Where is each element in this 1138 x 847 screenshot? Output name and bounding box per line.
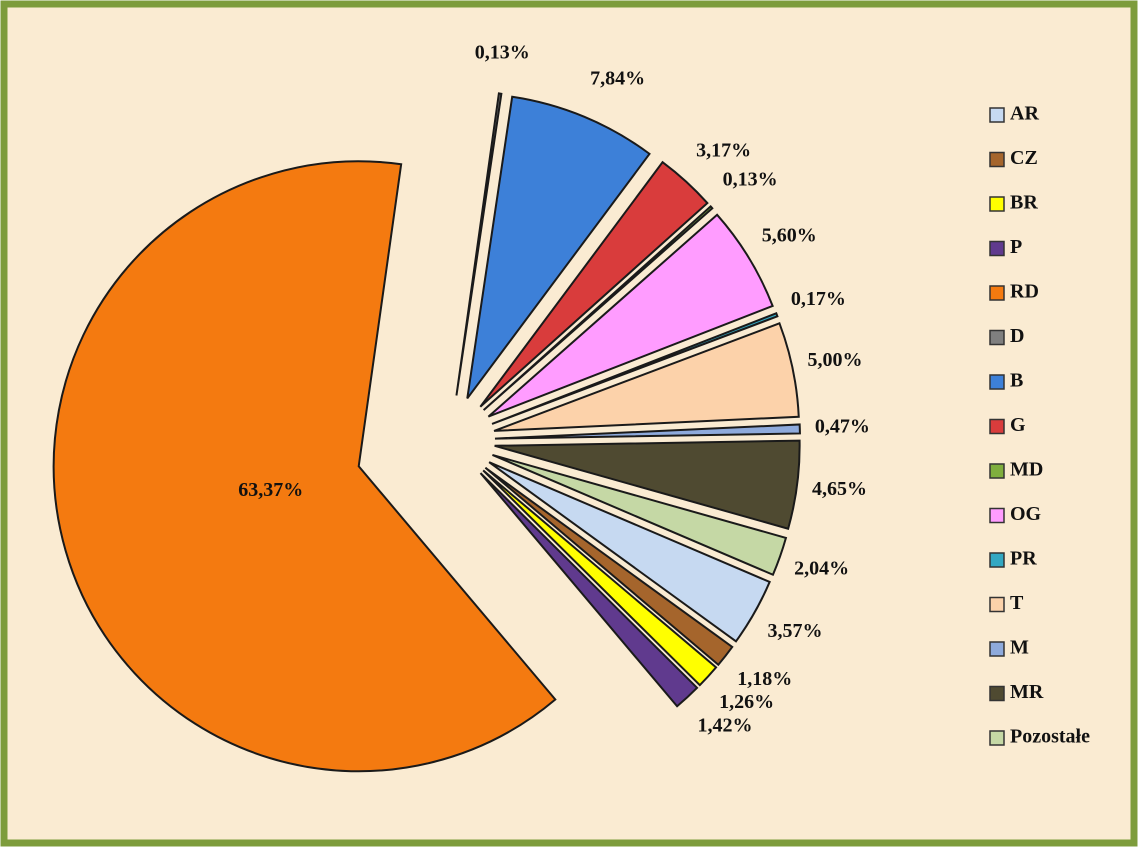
pie: 3,57% 1,18%1,26%1,42% 63,37% 0,13% 7,84% 3,17… [52,42,870,773]
legend: AR CZ BR P RD D BG MD OG PR T M MR Pozostałe [989,103,1090,748]
legend-label: AR [1010,103,1039,125]
legend-swatch [989,329,1005,346]
pie-slice [482,205,714,411]
pie-slice [493,322,800,432]
data-label: 2,04% [794,557,849,579]
data-label: 0,17% [791,288,846,310]
data-label: 3,57% [768,620,823,642]
legend-label: BR [1010,192,1038,214]
legend-swatch [989,463,1005,479]
pie-slice [494,423,801,440]
pie-slice [52,160,557,773]
pie-slice [492,454,788,577]
legend-swatch [989,240,1005,257]
legend-swatch [989,730,1005,746]
legend-swatch [989,374,1005,390]
pie-slice [494,439,801,530]
pie-slice [487,213,774,418]
legend-label: B [1010,370,1023,392]
legend-label: D [1010,325,1024,347]
data-label: 3,17% [696,140,751,162]
legend-label: Pozostałe [1010,726,1090,748]
legend-swatch [989,507,1005,524]
legend-label: T [1010,592,1024,614]
pie-slice [479,160,709,408]
legend-label: CZ [1010,147,1038,169]
data-label: 0,13% [475,42,530,64]
pie-slice [466,95,651,400]
data-label: 1,18% [737,668,792,690]
data-label: 7,84% [590,67,645,89]
legend-label: OG [1010,503,1042,525]
pie-slice [482,469,718,687]
legend-swatch [989,552,1005,568]
pie-slice [488,461,771,643]
pie-slice [491,311,779,425]
legend-swatch [989,196,1005,212]
legend-swatch [989,285,1005,301]
legend-label: PR [1010,548,1037,570]
legend-label: M [1010,637,1029,659]
legend-swatch [989,151,1005,168]
legend-swatch [989,641,1005,657]
data-label: 1,42% [697,714,752,736]
legend-label: MD [1010,459,1043,481]
legend-label: RD [1010,281,1039,303]
data-label: 5,00% [807,349,862,371]
pie-slice [484,466,734,667]
data-label: 5,60% [762,225,817,247]
legend-swatch [989,107,1005,123]
data-label: 0,13% [723,168,778,190]
pie-slice [455,92,503,396]
legend-swatch [989,685,1005,702]
data-label: 0,47% [815,415,870,437]
legend-label: MR [1010,681,1044,703]
legend-label: P [1010,236,1022,258]
data-label: 1,26% [719,691,774,713]
data-label: 4,65% [812,478,867,500]
legend-swatch [989,418,1005,435]
legend-label: G [1010,414,1026,436]
data-label: 63,37% [238,479,303,501]
pie-slice [479,472,699,708]
legend-swatch [989,596,1005,613]
